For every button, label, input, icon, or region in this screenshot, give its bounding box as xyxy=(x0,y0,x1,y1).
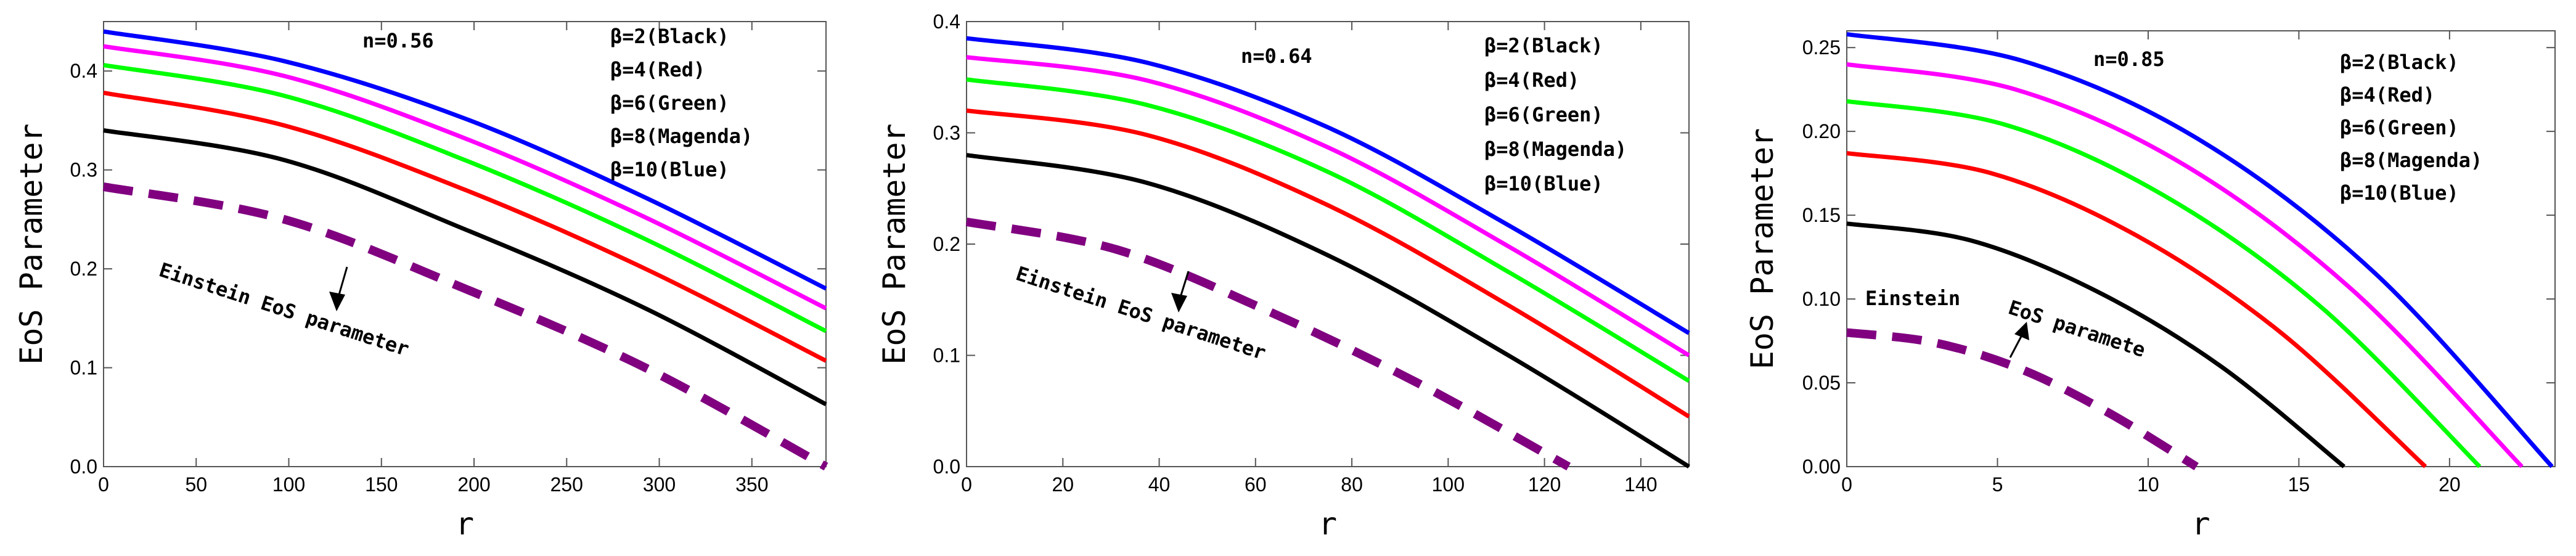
y-axis-label: EoS Parameter xyxy=(877,123,912,364)
x-tick-label: 10 xyxy=(2137,473,2159,496)
series-line-beta-10 xyxy=(966,36,1690,335)
legend-entry: β=2(Black) xyxy=(2340,51,2459,74)
y-tick-label: 0.15 xyxy=(1802,204,1841,226)
annotation-arrowhead xyxy=(329,292,345,311)
x-tick-label: 150 xyxy=(365,473,398,496)
annotation-arrowhead xyxy=(2014,322,2029,340)
x-tick-label: 20 xyxy=(1052,473,1074,496)
y-tick-label: 0.4 xyxy=(70,60,97,82)
y-tick-label: 0.1 xyxy=(70,357,97,379)
panel-1: 0 50 100 150 200 250 300 350 0.0 0.1 0.2 0.3 0.4 r EoS… xyxy=(14,21,828,542)
legend-entry: β=6(Green) xyxy=(1484,103,1603,126)
legend-entry: β=8(Magenda) xyxy=(1484,137,1627,161)
x-tick-label: 0 xyxy=(1841,473,1852,496)
series-line-beta-4 xyxy=(966,108,1690,419)
annotation-einstein: Einstein xyxy=(1865,287,1960,310)
x-tick-label: 15 xyxy=(2288,473,2310,496)
x-tick-label: 0 xyxy=(961,473,972,496)
y-tick-label: 0.25 xyxy=(1802,36,1841,59)
series-line-beta-8 xyxy=(103,44,827,311)
n-value-label: n=0.64 xyxy=(1241,44,1312,68)
y-tick-label: 0.20 xyxy=(1802,120,1841,142)
panel-2: 0 20 40 60 80 100 120 140 0.0 0.1 0.2 0.3 0.4 r EoS Pa… xyxy=(877,10,1690,542)
x-tick-label: 100 xyxy=(272,473,305,496)
y-tick-label: 0.2 xyxy=(933,233,960,255)
legend-entry: β=2(Black) xyxy=(610,25,729,48)
y-tick-label: 0.1 xyxy=(933,345,960,367)
x-tick-label: 200 xyxy=(457,473,490,496)
annotation-einstein-eos: Einstein EoS parameter xyxy=(157,258,412,361)
legend-entry: β=10(Blue) xyxy=(1484,172,1603,195)
x-tick-label: 250 xyxy=(550,473,583,496)
x-tick-label: 350 xyxy=(735,473,768,496)
x-axis-label: r xyxy=(2191,506,2210,542)
legend-entry: β=8(Magenda) xyxy=(610,125,753,148)
series-line-einstein xyxy=(965,218,1571,471)
y-tick-label: 0.05 xyxy=(1802,372,1841,394)
legend-entry: β=4(Red) xyxy=(1484,68,1579,92)
x-axis-label: r xyxy=(1319,506,1337,542)
series-line-beta-10 xyxy=(1846,31,2554,468)
x-tick-label: 140 xyxy=(1624,473,1657,496)
y-axis-label: EoS Parameter xyxy=(1744,128,1780,369)
x-tick-label: 100 xyxy=(1432,473,1465,496)
plot-frame xyxy=(1846,30,2556,467)
n-value-label: n=0.85 xyxy=(2093,47,2165,71)
y-axis-label: EoS Parameter xyxy=(14,123,49,364)
legend-entry: β=6(Green) xyxy=(2340,116,2459,139)
annotation-arrowhead xyxy=(1171,293,1187,313)
y-tick-label: 0.0 xyxy=(933,456,960,478)
legend-entry: β=4(Red) xyxy=(610,58,705,81)
series-line-beta-2 xyxy=(103,128,827,407)
panel-3: 0 5 10 15 20 0.00 0.05 0.10 0.15 0.20 0.25 r EoS Par… xyxy=(1744,30,2556,542)
series-line-beta-2 xyxy=(966,153,1690,468)
x-tick-label: 20 xyxy=(2439,473,2461,496)
x-tick-label: 40 xyxy=(1148,473,1171,496)
y-tick-label: 0.0 xyxy=(70,456,97,478)
series-line-beta-6 xyxy=(1846,99,2482,468)
series-line-beta-6 xyxy=(103,63,827,333)
x-tick-label: 80 xyxy=(1341,473,1363,496)
y-tick-label: 0.10 xyxy=(1802,288,1841,310)
legend-entry: β=4(Red) xyxy=(2340,83,2435,107)
y-tick-label: 0.3 xyxy=(70,159,97,181)
n-value-label: n=0.56 xyxy=(362,29,434,52)
legend-entry: β=6(Green) xyxy=(610,91,729,115)
plot-frame xyxy=(103,21,827,467)
y-tick-label: 0.00 xyxy=(1802,456,1841,478)
y-tick-label: 0.3 xyxy=(933,122,960,144)
x-tick-label: 50 xyxy=(185,473,207,496)
legend-entry: β=10(Blue) xyxy=(610,158,729,181)
x-tick-label: 120 xyxy=(1528,473,1561,496)
x-tick-label: 0 xyxy=(98,473,109,496)
series-line-beta-8 xyxy=(1846,62,2524,468)
series-line-beta-10 xyxy=(103,29,827,291)
x-axis-label: r xyxy=(456,506,474,542)
x-tick-label: 60 xyxy=(1245,473,1267,496)
series-line-beta-2 xyxy=(1846,221,2345,468)
x-tick-label: 300 xyxy=(643,473,676,496)
annotation-arrow xyxy=(2009,333,2024,358)
annotation-einstein-eos: Einstein EoS parameter xyxy=(1013,261,1269,364)
series-line-beta-4 xyxy=(1846,151,2427,468)
x-tick-label: 5 xyxy=(1992,473,2003,496)
series-line-einstein xyxy=(102,182,828,471)
series-line-beta-4 xyxy=(103,91,827,363)
legend-entry: β=2(Black) xyxy=(1484,34,1603,57)
legend-entry: β=8(Magenda) xyxy=(2340,149,2482,172)
series-line-einstein xyxy=(1846,328,2199,470)
legend-entry: β=10(Blue) xyxy=(2340,181,2459,205)
series-line-beta-8 xyxy=(966,55,1690,358)
series-line-beta-6 xyxy=(966,77,1690,383)
y-tick-label: 0.4 xyxy=(933,10,960,33)
annotation-arrow xyxy=(1179,271,1190,300)
y-tick-label: 0.2 xyxy=(70,258,97,280)
